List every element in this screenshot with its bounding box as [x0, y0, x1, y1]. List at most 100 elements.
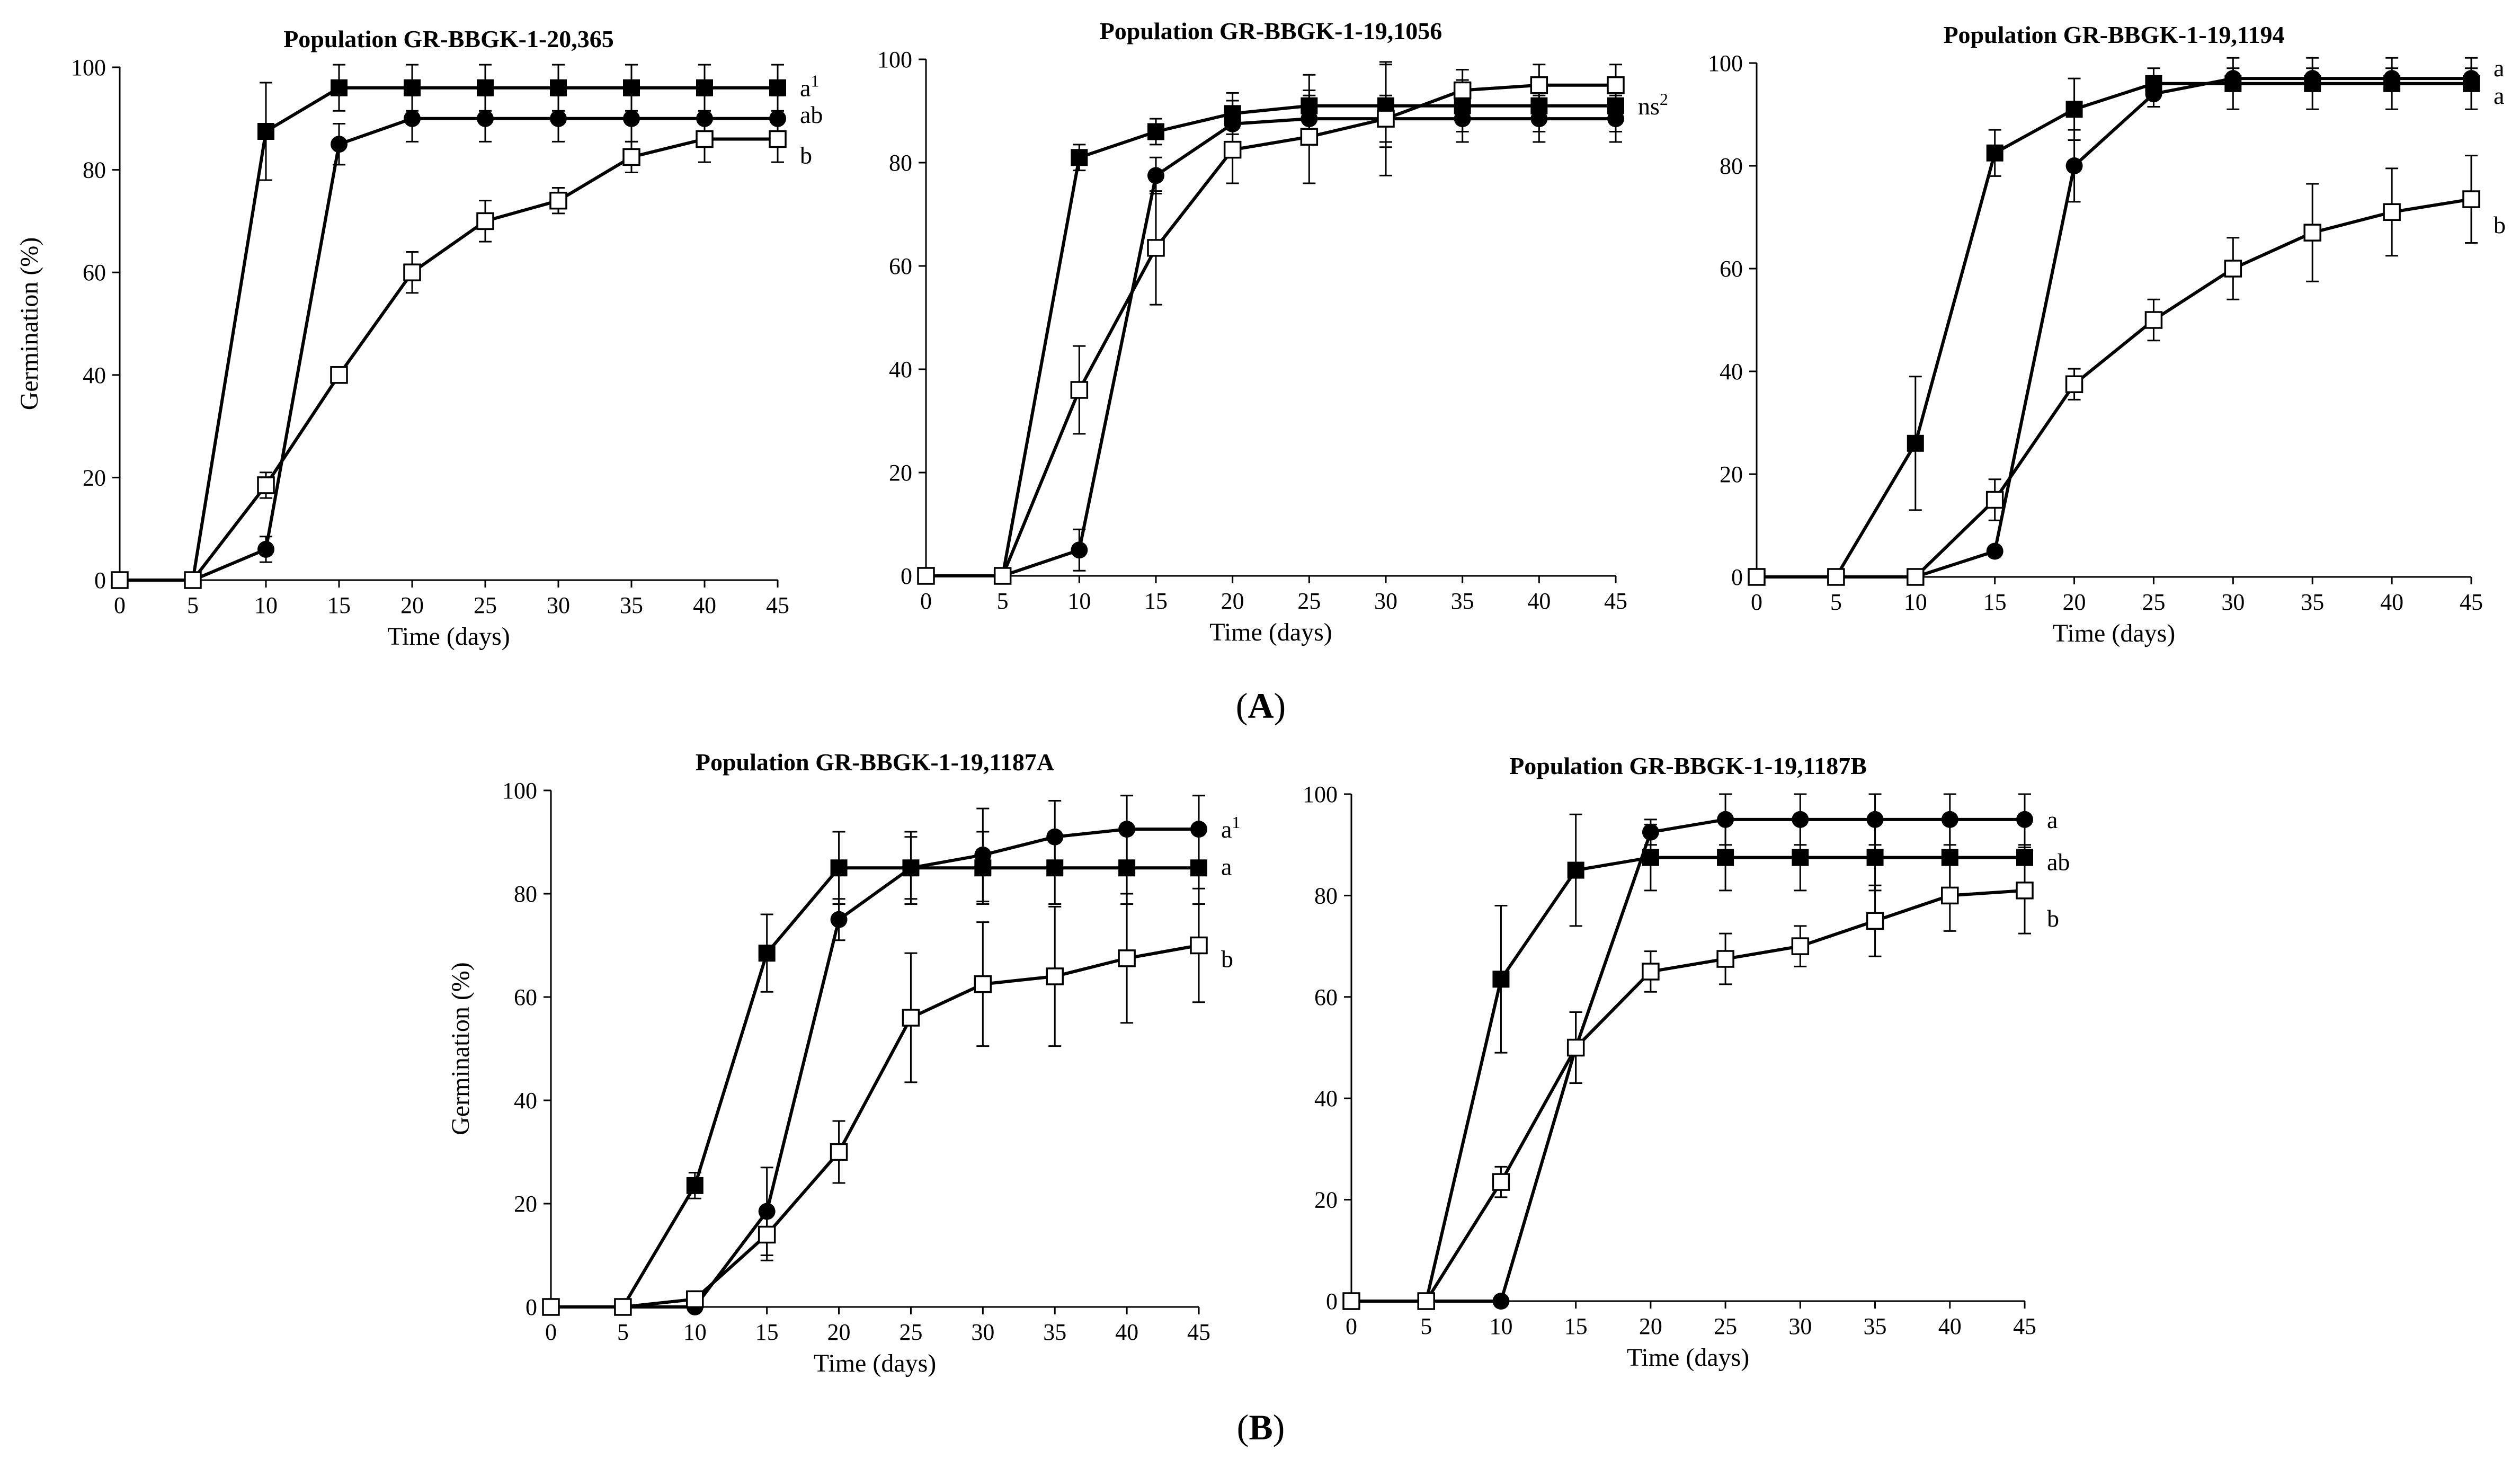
y-tick-label: 40	[889, 357, 912, 382]
x-tick-label: 0	[114, 592, 126, 618]
chart-title: Population GR-BBGK-1-19,1194	[1943, 21, 2284, 48]
x-tick-label: 10	[1489, 1313, 1512, 1339]
x-tick-label: 10	[254, 592, 278, 618]
data-point	[974, 859, 992, 877]
data-point	[1866, 849, 1884, 866]
series-filled-circle	[1757, 67, 2478, 579]
series-line	[120, 86, 778, 582]
y-tick-label: 60	[514, 984, 537, 1010]
series-filled-circle	[1351, 793, 2031, 1303]
series-markers-filled-circle	[1748, 70, 2480, 585]
x-tick-label: 5	[997, 588, 1009, 614]
data-point	[696, 130, 714, 148]
data-point	[696, 79, 713, 96]
data-point	[758, 945, 776, 962]
significance-label: a	[2494, 82, 2504, 109]
data-point	[1642, 849, 1659, 866]
x-tick-label: 20	[2063, 589, 2086, 615]
y-tick-label: 20	[1314, 1187, 1338, 1213]
data-point	[2065, 157, 2083, 174]
x-tick-label: 20	[827, 1319, 851, 1345]
data-point	[758, 1203, 776, 1220]
data-point	[769, 79, 786, 96]
data-point	[623, 79, 640, 96]
y-tick-label: 20	[83, 465, 106, 491]
data-point	[330, 366, 348, 384]
x-tick-label: 0	[1751, 589, 1762, 615]
significance-label: b	[800, 142, 812, 169]
chart-2: Population GR-BBGK-1-19,1056 0 5 10 15 20 25 30…	[877, 17, 1668, 646]
series-line	[551, 828, 1199, 1309]
series-markers-open-square	[111, 130, 787, 589]
chart-title: Population GR-BBGK-1-19,1187B	[1509, 752, 1867, 779]
data-point	[993, 567, 1012, 585]
x-tick-label: 40	[1527, 588, 1551, 614]
series-line	[926, 104, 1616, 577]
x-axis-label: Time (days)	[1209, 618, 1332, 646]
y-tick-label: 80	[514, 881, 537, 907]
series-line	[1757, 198, 2472, 579]
series-markers-filled-circle	[1343, 811, 2033, 1310]
data-point	[1907, 434, 1924, 452]
x-tick-label: 45	[1604, 588, 1627, 614]
data-point	[2304, 75, 2321, 92]
data-point	[2016, 811, 2033, 828]
x-tick-label: 25	[474, 592, 497, 618]
series-open-square	[1757, 155, 2478, 579]
series-line	[926, 83, 1616, 577]
data-point	[1070, 381, 1089, 399]
significance-label: b	[2047, 905, 2059, 932]
significance-label: a1	[800, 72, 819, 102]
data-point	[2383, 203, 2401, 221]
y-tick-label: 20	[1720, 461, 1743, 487]
data-point	[1717, 849, 1734, 866]
x-tick-label: 5	[187, 592, 199, 618]
data-point	[830, 859, 848, 877]
data-point	[1342, 1292, 1360, 1310]
y-tick-label: 0	[1326, 1288, 1338, 1314]
y-tick-label: 60	[1720, 256, 1743, 282]
series-markers-filled-circle	[111, 110, 786, 589]
data-point	[830, 911, 848, 928]
data-point	[1866, 811, 1884, 828]
data-point	[477, 110, 494, 127]
data-point	[1492, 1293, 1510, 1310]
data-point	[1941, 849, 1958, 866]
y-tick-label: 40	[83, 362, 106, 388]
x-tick-label: 0	[545, 1319, 557, 1345]
data-point	[1530, 110, 1548, 128]
data-point	[1118, 821, 1136, 838]
data-point	[404, 79, 421, 96]
data-point	[917, 567, 935, 585]
chart-title: Population GR-BBGK-1-19,1187A	[696, 749, 1054, 776]
x-axis-label: Time (days)	[2053, 619, 2176, 647]
data-point	[1567, 861, 1584, 879]
x-axis-label: Time (days)	[814, 1349, 937, 1377]
data-point	[1190, 821, 1207, 838]
data-point	[477, 79, 494, 96]
series-markers-open-square	[1748, 190, 2480, 586]
series-open-square	[120, 115, 784, 582]
series-filled-circle	[551, 795, 1205, 1312]
data-point	[1046, 828, 1064, 846]
x-tick-label: 5	[617, 1319, 629, 1345]
data-point	[1190, 936, 1208, 955]
x-tick-label: 15	[327, 592, 351, 618]
data-point	[758, 1225, 776, 1244]
data-point	[1118, 949, 1136, 967]
data-point	[614, 1298, 632, 1316]
data-point	[686, 1177, 704, 1194]
y-tick-label: 80	[1720, 153, 1743, 179]
series-line	[1351, 888, 2025, 1303]
series-markers-open-square	[917, 76, 1625, 585]
data-point	[1492, 1173, 1510, 1191]
data-point	[1453, 81, 1472, 100]
y-axis-label: Germination (%)	[15, 237, 43, 411]
data-point	[2016, 882, 2034, 900]
series-filled-square	[1351, 813, 2031, 1303]
y-axis-label: Germination (%)	[447, 962, 475, 1135]
series-markers-open-square	[1342, 882, 2034, 1310]
significance-label: b	[1221, 946, 1233, 973]
data-point	[1986, 144, 2003, 162]
data-point	[1791, 937, 1810, 955]
